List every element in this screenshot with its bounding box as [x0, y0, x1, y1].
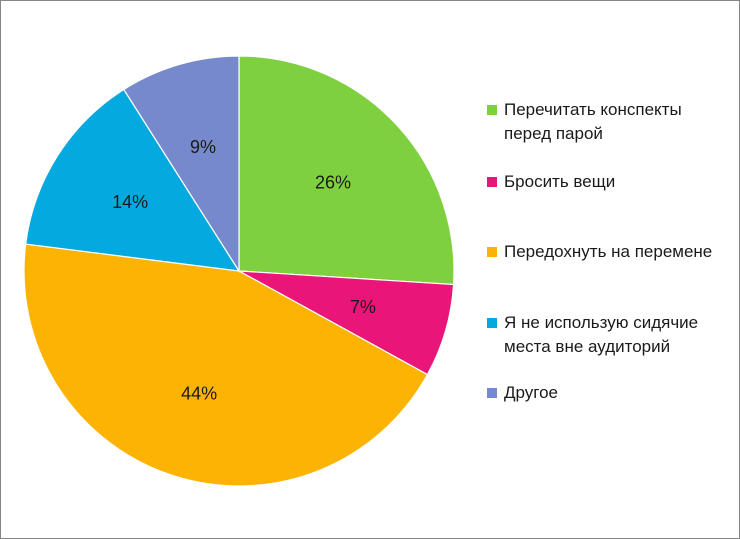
pie-slice-0: [238, 55, 455, 286]
legend-swatch-3: [487, 318, 497, 328]
legend-item-0: Перечитать конспекты перед парой: [487, 98, 729, 146]
legend-item-2: Передохнуть на перемене: [487, 240, 729, 264]
legend-label-4: Другое: [504, 383, 559, 402]
slice-value-label-1: 7%: [350, 297, 376, 317]
legend-swatch-0: [487, 105, 497, 115]
legend-swatch-1: [487, 177, 497, 187]
legend-label-2: Передохнуть на перемене: [504, 242, 713, 261]
pie-slice-4: [122, 55, 240, 274]
legend-swatch-2: [487, 247, 497, 257]
legend-item-4: Другое: [487, 381, 729, 405]
legend-item-1: Бросить вещи: [487, 170, 729, 194]
slice-value-label-4: 9%: [190, 137, 216, 157]
slice-value-label-3: 14%: [112, 192, 148, 212]
slice-value-label-0: 26%: [315, 173, 351, 193]
pie-slice-2: [23, 243, 429, 487]
legend-label-0: Перечитать конспекты перед парой: [504, 100, 682, 143]
legend-item-3: Я не использую сидячие места вне аудитор…: [487, 311, 729, 359]
legend-label-3: Я не использую сидячие места вне аудитор…: [504, 313, 699, 356]
legend-swatch-4: [487, 388, 497, 398]
legend-label-1: Бросить вещи: [504, 172, 616, 191]
pie-slice-3: [25, 88, 241, 272]
slice-value-label-2: 44%: [181, 384, 217, 404]
